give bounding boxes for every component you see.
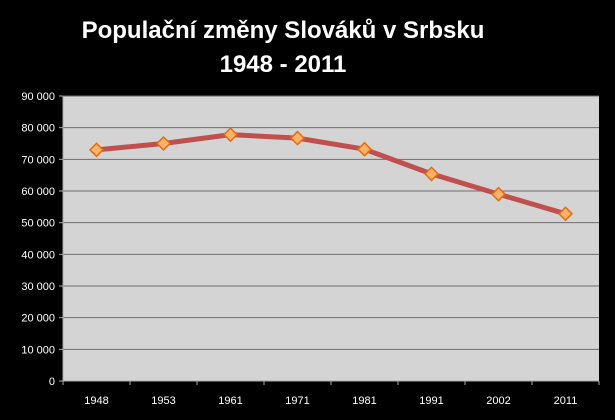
y-tick-label: 60 000	[21, 186, 55, 198]
y-axis-tick-labels: 0 10 000 20 000 30 000 40 000 50 000 60 000 70 …	[21, 91, 55, 388]
data-point-marker	[88, 142, 105, 158]
y-tick-label: 10 000	[21, 344, 55, 356]
y-tick-label: 40 000	[21, 249, 55, 261]
chart-title: Populační změny Slováků v Srbsku	[82, 17, 485, 44]
y-tick-label: 90 000	[21, 91, 55, 103]
y-tick-label: 0	[49, 376, 55, 388]
x-tick-label: 2002	[486, 395, 510, 407]
y-tick-label: 50 000	[21, 218, 55, 230]
y-tick-label: 70 000	[21, 154, 55, 166]
data-point-marker	[356, 141, 373, 157]
data-point-marker	[423, 166, 440, 182]
plot-area	[63, 96, 599, 381]
grid-lines	[59, 95, 599, 382]
data-point-marker	[222, 127, 239, 143]
x-tick-label: 1961	[218, 395, 242, 407]
x-tick-label: 1953	[151, 395, 175, 407]
chart-subtitle: 1948 - 2011	[220, 51, 347, 78]
x-tick-label: 2011	[554, 395, 578, 407]
x-axis-tick-labels: 1948 1953 1961 1971 1981 1991 2002 2011	[84, 395, 577, 407]
axes	[62, 96, 600, 385]
series-line	[94, 132, 568, 217]
x-tick-label: 1981	[352, 395, 376, 407]
x-tick-label: 1948	[84, 395, 108, 407]
y-tick-label: 30 000	[21, 281, 55, 293]
data-point-marker	[557, 206, 574, 222]
y-tick-label: 80 000	[21, 123, 55, 135]
y-tick-label: 20 000	[21, 313, 55, 325]
data-point-marker	[490, 186, 507, 202]
x-tick-label: 1971	[285, 395, 309, 407]
data-point-marker	[155, 135, 172, 152]
data-point-marker	[289, 130, 306, 146]
x-tick-label: 1991	[419, 395, 443, 407]
series-population	[88, 127, 574, 222]
